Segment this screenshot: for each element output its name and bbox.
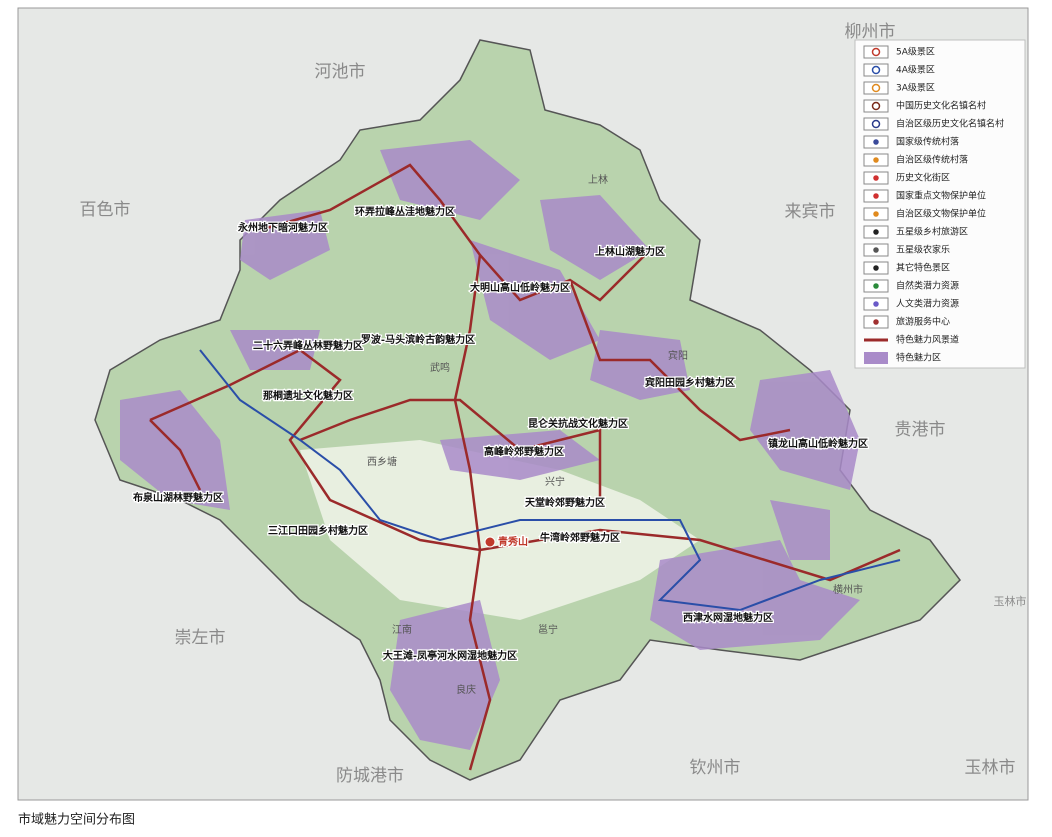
legend-label: 3A级景区 <box>896 82 935 94</box>
charm-zone-label: 永州地下暗河魅力区 <box>237 221 328 234</box>
charm-zone-label: 镇龙山高山低岭魅力区 <box>768 437 868 450</box>
charm-zone-label: 大王滩-凤亭河水网湿地魅力区 <box>383 649 517 662</box>
legend-label: 旅游服务中心 <box>896 316 950 328</box>
legend-label: 自治区级传统村落 <box>896 154 968 166</box>
legend-label: 国家级传统村落 <box>896 136 959 148</box>
legend-label: 特色魅力区 <box>896 352 941 364</box>
charm-zone-label: 三江口田园乡村魅力区 <box>268 524 368 537</box>
legend-symbol <box>873 301 879 307</box>
river <box>199 349 901 612</box>
charm-zone-label: 大明山高山低岭魅力区 <box>470 281 570 294</box>
legend-label: 五星级乡村旅游区 <box>896 226 968 238</box>
legend-label: 特色魅力风景道 <box>896 334 959 346</box>
district-name: 邕宁 <box>538 623 558 636</box>
legend-box <box>854 39 1026 369</box>
district-name: 宾阳 <box>668 349 688 362</box>
charm-zone-label: 布泉山湖林野魅力区 <box>133 491 223 504</box>
legend-symbol <box>864 352 888 364</box>
charm-zone-label: 那桐遗址文化魅力区 <box>263 389 353 402</box>
legend-symbol <box>873 283 879 289</box>
legend-symbol <box>871 119 881 129</box>
legend-symbol <box>873 175 879 181</box>
legend-symbol <box>873 157 879 163</box>
charm-zone-label: 罗波-马头滨岭古韵魅力区 <box>361 333 475 346</box>
legend-label: 五星级农家乐 <box>896 244 950 256</box>
caption: 市域魅力空间分布图 <box>18 812 135 828</box>
landmark-marker <box>484 536 496 548</box>
legend-symbol-frame <box>863 81 889 95</box>
legend-label: 自治区级文物保护单位 <box>896 208 986 220</box>
legend-symbol <box>871 65 881 75</box>
charm-zone-label: 上林山湖魅力区 <box>595 245 665 258</box>
legend-symbol-frame <box>863 45 889 59</box>
legend-symbol <box>871 83 881 93</box>
legend-symbol-frame <box>863 117 889 131</box>
legend-symbol <box>873 319 879 325</box>
legend-label: 中国历史文化名镇名村 <box>896 100 986 112</box>
legend-symbol <box>873 211 879 217</box>
neighbor-city: 贵港市 <box>895 420 946 440</box>
legend-symbol <box>873 193 879 199</box>
legend-label: 其它特色景区 <box>896 262 950 274</box>
charm-zones <box>120 140 860 750</box>
legend-symbol <box>873 139 879 145</box>
legend-symbol-frame <box>863 63 889 77</box>
legend-label: 国家重点文物保护单位 <box>896 190 986 202</box>
charm-zone-label: 牛湾岭郊野魅力区 <box>540 531 620 544</box>
legend-label: 自治区级历史文化名镇名村 <box>896 118 1004 130</box>
district-name: 上林 <box>588 173 608 186</box>
neighbor-city: 玉林市 <box>994 594 1027 608</box>
neighbor-city: 来宾市 <box>785 202 836 222</box>
legend-symbol <box>873 229 879 235</box>
neighbor-city: 钦州市 <box>690 758 741 778</box>
landmark-label: 青秀山 <box>498 535 528 548</box>
legend-label: 人文类潜力资源 <box>896 298 959 310</box>
neighbor-city: 玉林市 <box>965 758 1016 778</box>
district-name: 良庆 <box>456 683 476 696</box>
neighbor-city: 防城港市 <box>336 766 404 786</box>
legend-label: 历史文化街区 <box>896 172 950 184</box>
neighbor-city: 崇左市 <box>175 628 226 648</box>
neighbor-city: 河池市 <box>315 62 366 82</box>
district-name: 武鸣 <box>430 361 450 374</box>
legend-label: 4A级景区 <box>896 64 935 76</box>
legend-symbol <box>871 101 881 111</box>
legend-label: 自然类潜力资源 <box>896 280 959 292</box>
district-name: 西乡塘 <box>367 455 397 468</box>
charm-zone-label: 二十六弄峰丛林野魅力区 <box>253 339 363 352</box>
legend-symbol <box>871 47 881 57</box>
scenic-routes <box>149 163 901 771</box>
charm-zone-label: 高峰岭郊野魅力区 <box>484 445 564 458</box>
district-name: 江南 <box>392 623 412 636</box>
district-name: 横州市 <box>833 583 863 596</box>
legend-symbol <box>873 247 879 253</box>
neighbor-city: 柳州市 <box>845 22 896 42</box>
legend-label: 5A级景区 <box>896 46 935 58</box>
charm-zone-label: 天堂岭郊野魅力区 <box>525 496 605 509</box>
charm-zone-label: 西津水网湿地魅力区 <box>683 611 773 624</box>
legend-symbol-frame <box>863 99 889 113</box>
district-name: 兴宁 <box>545 475 565 488</box>
charm-zone-label: 昆仑关抗战文化魅力区 <box>528 417 628 430</box>
charm-zone-label: 环弄拉峰丛洼地魅力区 <box>355 205 455 218</box>
legend-symbol <box>873 265 879 271</box>
neighbor-city: 百色市 <box>80 200 131 220</box>
charm-zone-label: 宾阳田园乡村魅力区 <box>645 376 735 389</box>
